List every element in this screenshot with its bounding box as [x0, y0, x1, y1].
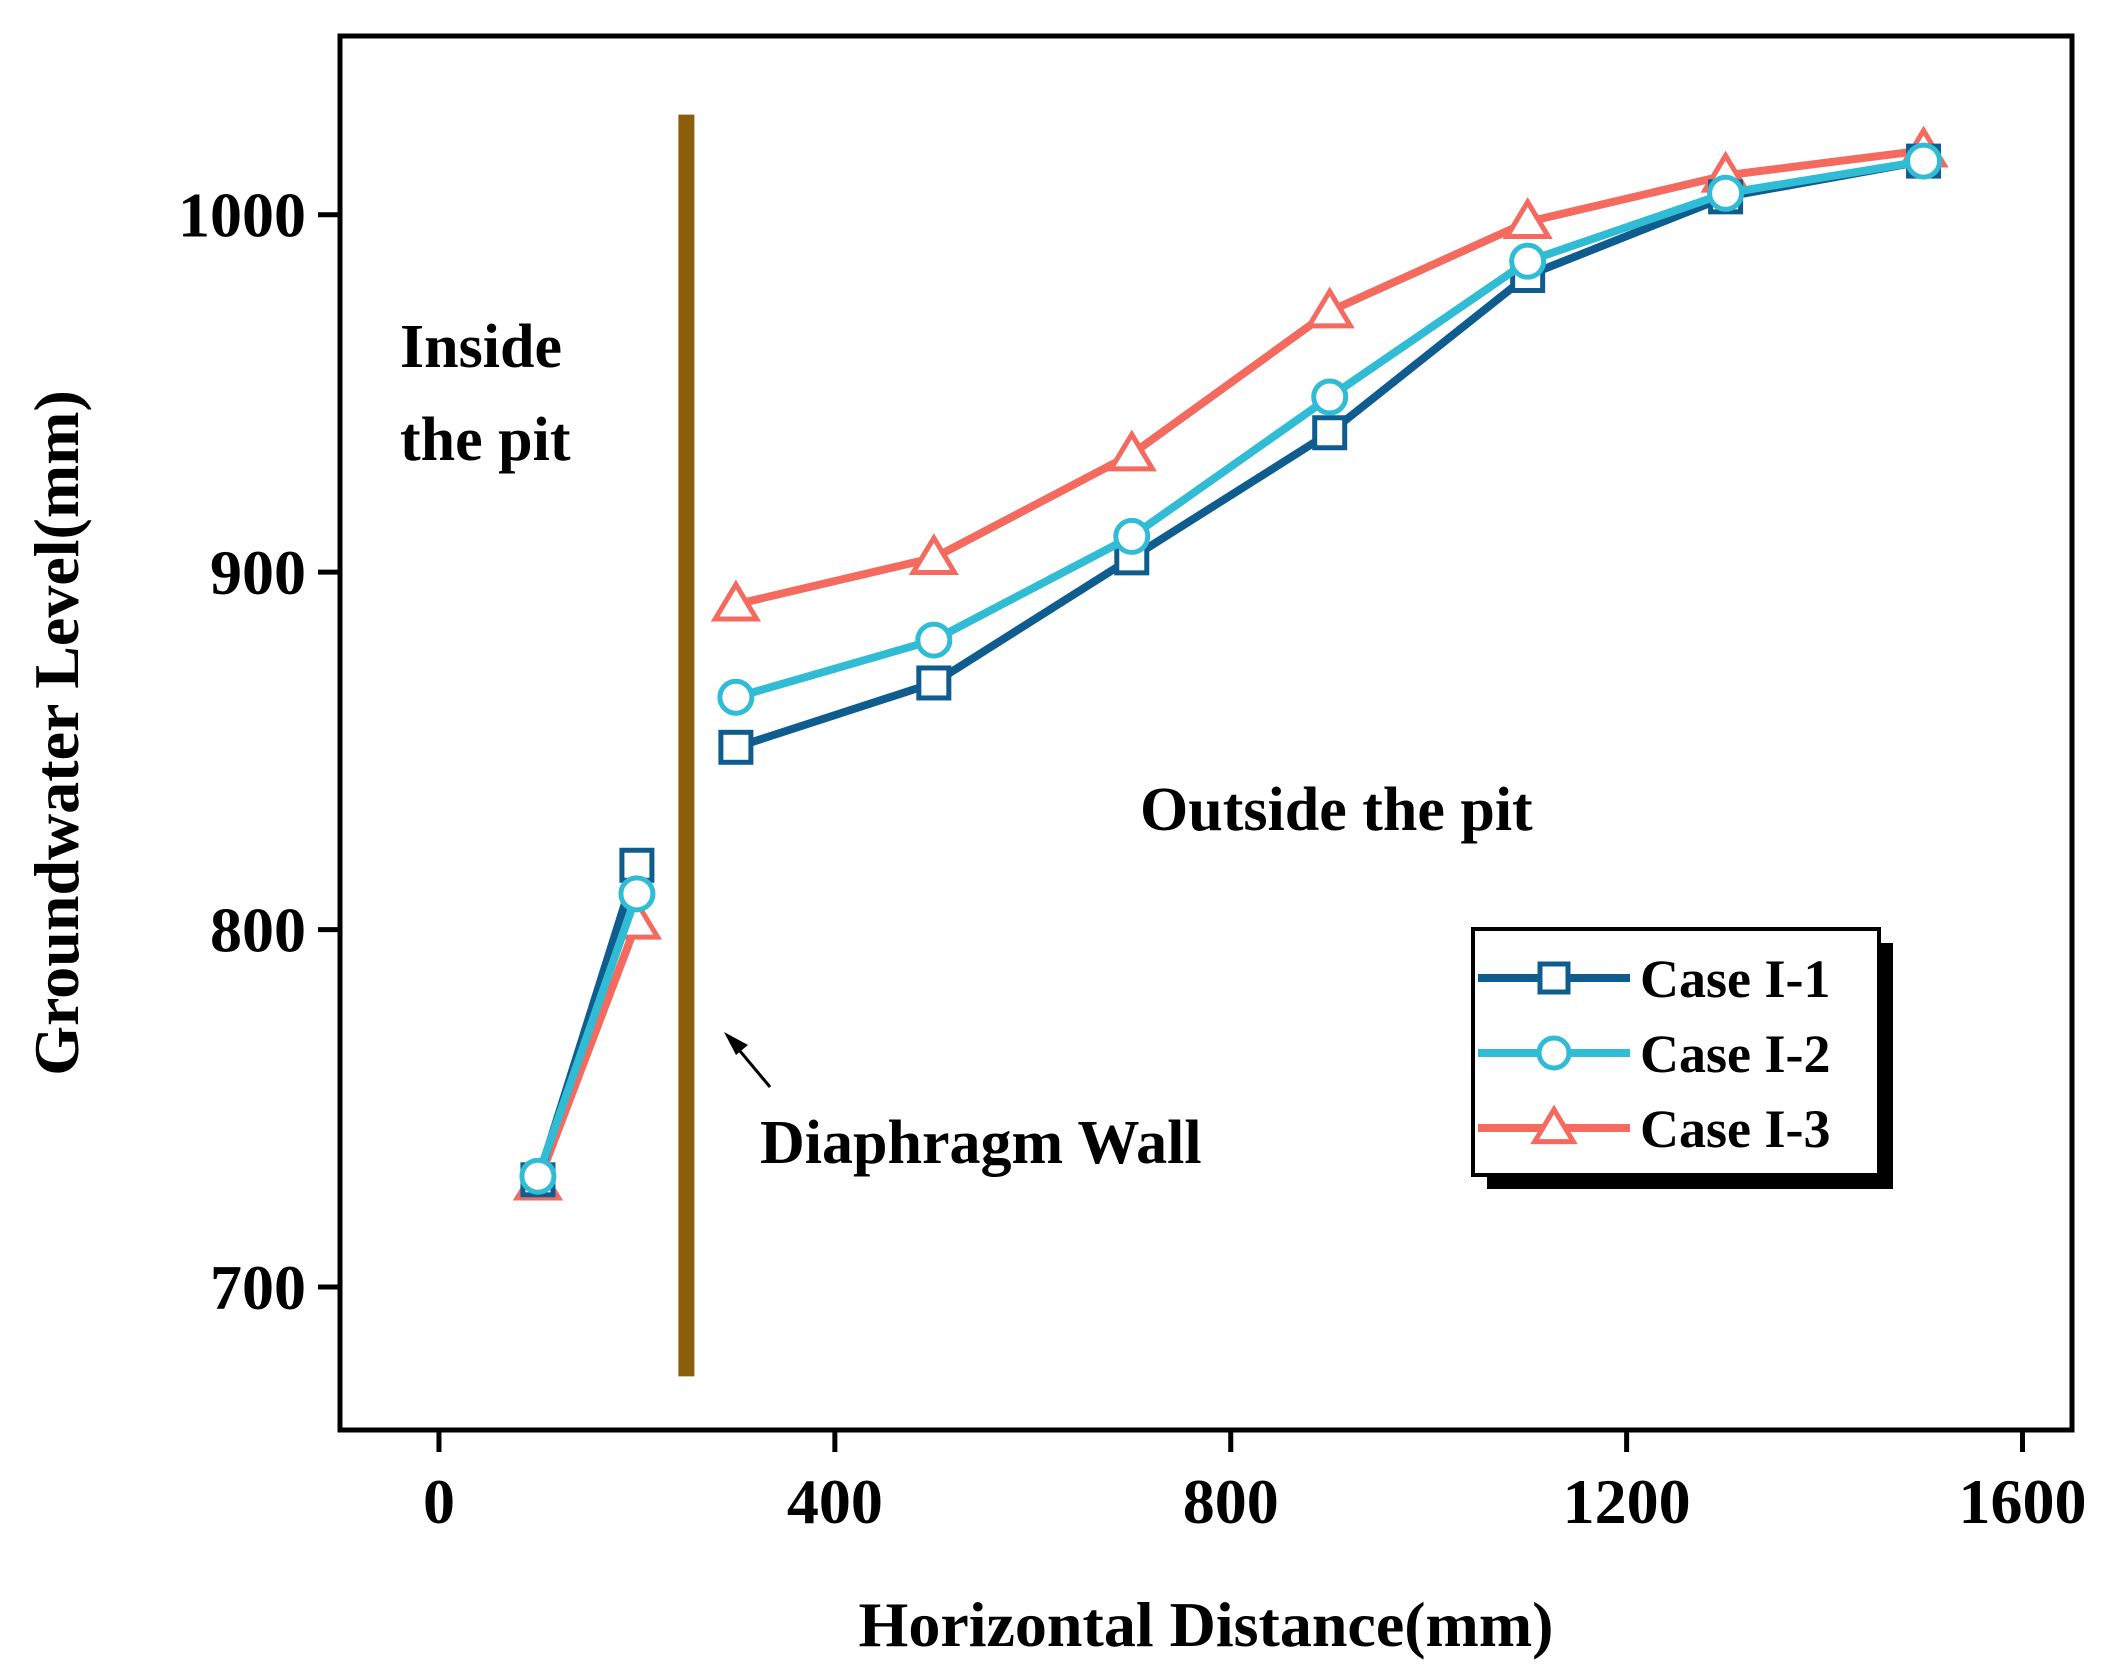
data-point-circle — [1707, 174, 1745, 212]
legend-label: Case I-3 — [1640, 1099, 1830, 1159]
data-point-triangle — [1304, 286, 1355, 329]
data-point-circle — [717, 678, 755, 716]
data-point-circle — [915, 621, 953, 659]
data-point-circle — [618, 875, 656, 913]
x-tick-label: 1600 — [1959, 1466, 2087, 1537]
x-axis-title: Horizontal Distance(mm) — [859, 1589, 1554, 1660]
diaphragm-wall-label: Diaphragm Wall — [760, 1109, 1202, 1177]
series-case-i-2 — [519, 142, 1943, 1195]
data-point-circle — [1311, 378, 1349, 416]
inside-pit-label-line2: the pit — [400, 406, 571, 474]
x-tick-label: 1200 — [1563, 1466, 1691, 1537]
series-group — [512, 125, 1949, 1201]
diaphragm-wall-arrow — [724, 1032, 772, 1088]
x-tick-label: 400 — [787, 1466, 883, 1537]
legend: Case I-1 Case I-2 Case I-3 — [1471, 927, 1893, 1189]
data-point-square — [1537, 961, 1571, 995]
x-tick-label: 800 — [1183, 1466, 1279, 1537]
legend-entry: Case I-2 — [1478, 1024, 1830, 1084]
data-point-triangle — [1502, 197, 1553, 240]
y-axis-title: Groundwater Level(mm) — [21, 390, 92, 1076]
axis-ticks: 0 400 800 1200 1600 700 800 900 1000 — [178, 180, 2087, 1537]
y-tick-label: 700 — [210, 1252, 306, 1323]
data-point-square — [916, 665, 952, 701]
legend-label: Case I-2 — [1640, 1024, 1830, 1084]
outside-pit-label: Outside the pit — [1140, 776, 1533, 844]
y-tick-label: 900 — [210, 537, 306, 608]
data-point-triangle — [1106, 429, 1157, 472]
data-point-circle — [1509, 242, 1547, 280]
y-tick-label: 800 — [210, 895, 306, 966]
data-point-square — [718, 729, 754, 765]
data-point-square — [1312, 415, 1348, 451]
data-point-circle — [1905, 142, 1943, 180]
data-point-circle — [1536, 1035, 1572, 1071]
plot-frame — [337, 33, 2075, 1433]
legend-entry: Case I-1 — [1478, 949, 1830, 1009]
x-tick-label: 0 — [423, 1466, 455, 1537]
legend-entry: Case I-3 — [1478, 1099, 1830, 1159]
data-point-triangle — [908, 533, 959, 576]
inside-pit-label-line1: Inside — [400, 313, 562, 381]
data-point-circle — [1113, 517, 1151, 555]
data-point-triangle — [710, 579, 762, 622]
y-tick-label: 1000 — [178, 180, 306, 251]
data-point-triangle — [1530, 1104, 1578, 1145]
legend-label: Case I-1 — [1640, 949, 1830, 1009]
series-line — [534, 892, 641, 1178]
data-point-circle — [519, 1157, 557, 1195]
